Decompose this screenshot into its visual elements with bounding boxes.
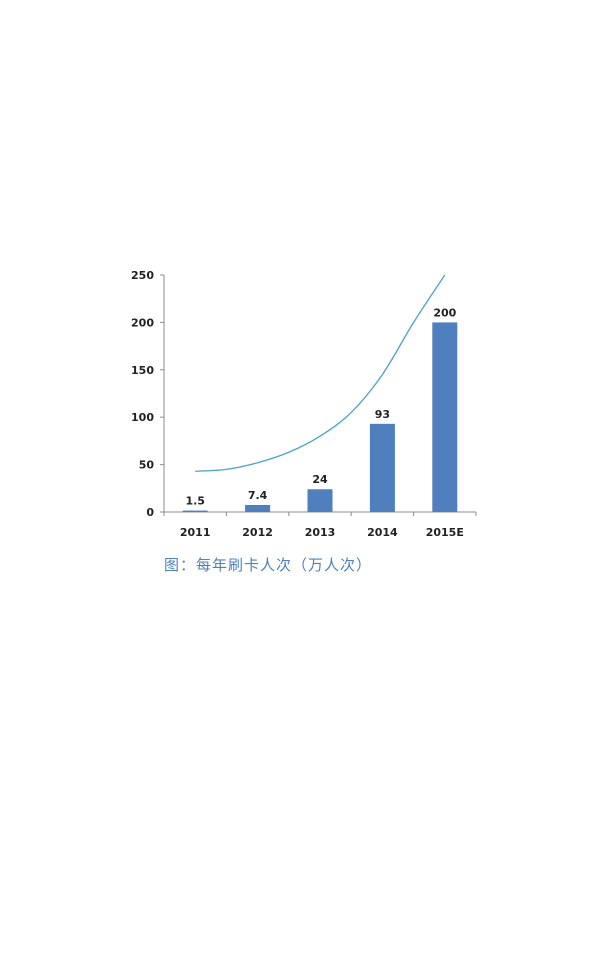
chart-caption: 图：每年刷卡人次（万人次） — [164, 556, 373, 574]
bar — [432, 322, 458, 512]
x-tick-label: 2015E — [426, 526, 464, 539]
x-tick-label: 2011 — [180, 526, 211, 539]
bar-value-label: 7.4 — [248, 489, 268, 502]
bar — [245, 504, 271, 512]
y-tick-label: 50 — [139, 459, 155, 472]
y-tick-label: 100 — [131, 411, 154, 424]
x-tick-label: 2014 — [367, 526, 398, 539]
x-tick-label: 2013 — [305, 526, 336, 539]
bars — [182, 322, 458, 512]
bar — [182, 510, 208, 512]
bar-value-label: 24 — [312, 473, 328, 486]
y-tick-label: 0 — [146, 506, 154, 519]
bar-value-label: 200 — [433, 306, 456, 319]
bar-value-label: 1.5 — [185, 495, 205, 508]
data-labels: 1.5 7.4 24 93 200 — [185, 306, 456, 507]
bar — [307, 489, 333, 512]
y-axis: 0 50 100 150 200 250 — [131, 269, 165, 519]
y-tick-label: 250 — [131, 269, 154, 282]
y-tick-label: 150 — [131, 364, 154, 377]
y-tick-label: 200 — [131, 316, 154, 329]
x-axis: 2011 2012 2013 2014 2015E — [163, 511, 477, 539]
bar-value-label: 93 — [375, 408, 390, 421]
x-tick-label: 2012 — [242, 526, 273, 539]
trend-curve — [195, 274, 446, 472]
bar — [369, 423, 395, 512]
